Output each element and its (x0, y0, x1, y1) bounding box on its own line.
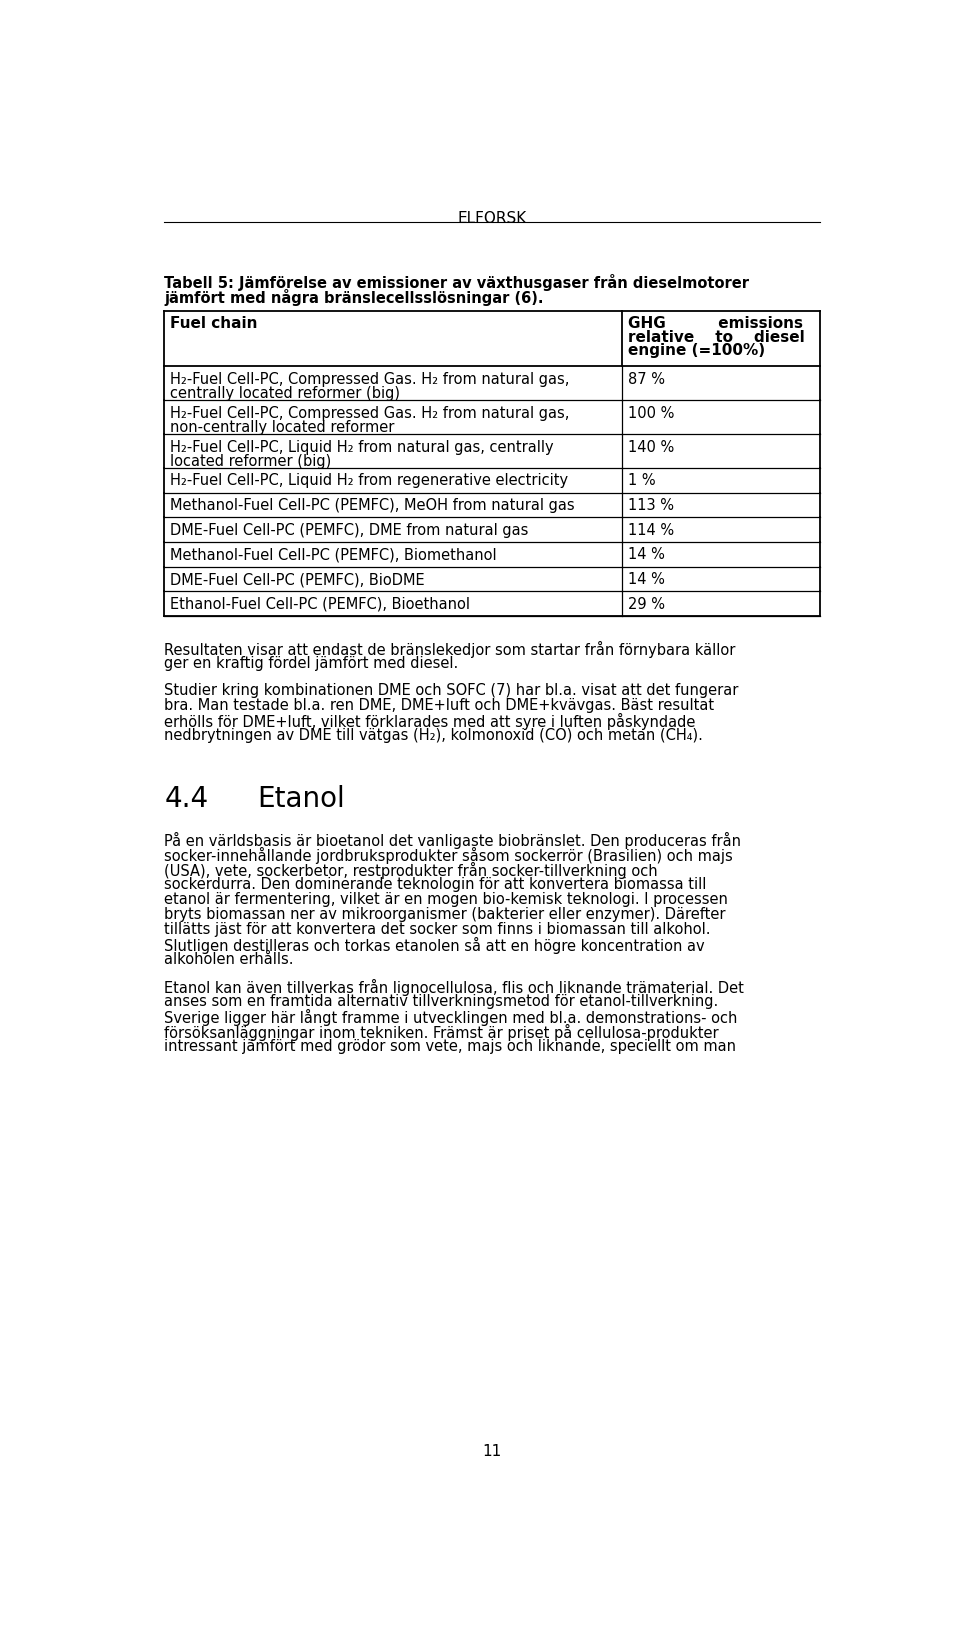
Text: 113 %: 113 % (629, 498, 675, 512)
Text: Slutligen destilleras och torkas etanolen så att en högre koncentration av: Slutligen destilleras och torkas etanole… (164, 936, 705, 954)
Text: Methanol-Fuel Cell-PC (PEMFC), Biomethanol: Methanol-Fuel Cell-PC (PEMFC), Biomethan… (170, 547, 497, 563)
Text: etanol är fermentering, vilket är en mogen bio-kemisk teknologi. I processen: etanol är fermentering, vilket är en mog… (164, 892, 728, 906)
Text: (USA), vete, sockerbetor, restprodukter från socker-tillverkning och: (USA), vete, sockerbetor, restprodukter … (164, 862, 658, 878)
Text: H₂-Fuel Cell-PC, Compressed Gas. H₂ from natural gas,: H₂-Fuel Cell-PC, Compressed Gas. H₂ from… (170, 406, 569, 420)
Text: socker-innehållande jordbruksprodukter såsom sockerrör (Brasilien) och majs: socker-innehållande jordbruksprodukter s… (164, 847, 732, 864)
Text: anses som en framtida alternativ tillverkningsmetod för etanol-tillverkning.: anses som en framtida alternativ tillver… (164, 993, 718, 1008)
Text: H₂-Fuel Cell-PC, Liquid H₂ from natural gas, centrally: H₂-Fuel Cell-PC, Liquid H₂ from natural … (170, 440, 554, 455)
Text: försöksanläggningar inom tekniken. Främst är priset på cellulosa-produkter: försöksanläggningar inom tekniken. Främs… (164, 1025, 719, 1041)
Text: nedbrytningen av DME till vätgas (H₂), kolmonoxid (CO) och metan (CH₄).: nedbrytningen av DME till vätgas (H₂), k… (164, 727, 703, 742)
Text: centrally located reformer (big): centrally located reformer (big) (170, 386, 400, 401)
Text: Fuel chain: Fuel chain (170, 317, 258, 332)
Text: DME-Fuel Cell-PC (PEMFC), BioDME: DME-Fuel Cell-PC (PEMFC), BioDME (170, 571, 425, 588)
Text: jämfört med några bränslecellsslösningar (6).: jämfört med några bränslecellsslösningar… (164, 289, 543, 305)
Text: Sverige ligger här långt framme i utvecklingen med bl.a. demonstrations- och: Sverige ligger här långt framme i utveck… (164, 1008, 737, 1026)
Text: 14 %: 14 % (629, 547, 665, 563)
Text: located reformer (big): located reformer (big) (170, 453, 331, 470)
Text: 114 %: 114 % (629, 522, 675, 537)
Text: 87 %: 87 % (629, 371, 665, 388)
Text: tillätts jäst för att konvertera det socker som finns i biomassan till alkohol.: tillätts jäst för att konvertera det soc… (164, 921, 710, 936)
Text: engine (=100%): engine (=100%) (629, 343, 765, 358)
Text: Tabell 5: Jämförelse av emissioner av växthusgaser från dieselmotorer: Tabell 5: Jämförelse av emissioner av vä… (164, 274, 749, 291)
Text: intressant jämfört med grödor som vete, majs och liknande, speciellt om man: intressant jämfört med grödor som vete, … (164, 1039, 736, 1054)
Text: 11: 11 (482, 1445, 502, 1460)
Text: Etanol: Etanol (257, 785, 345, 813)
Text: Methanol-Fuel Cell-PC (PEMFC), MeOH from natural gas: Methanol-Fuel Cell-PC (PEMFC), MeOH from… (170, 498, 575, 512)
Text: 1 %: 1 % (629, 473, 656, 488)
Text: Ethanol-Fuel Cell-PC (PEMFC), Bioethanol: Ethanol-Fuel Cell-PC (PEMFC), Bioethanol (170, 596, 470, 612)
Text: H₂-Fuel Cell-PC, Compressed Gas. H₂ from natural gas,: H₂-Fuel Cell-PC, Compressed Gas. H₂ from… (170, 371, 569, 388)
Text: 14 %: 14 % (629, 571, 665, 588)
Text: 4.4: 4.4 (164, 785, 208, 813)
Text: H₂-Fuel Cell-PC, Liquid H₂ from regenerative electricity: H₂-Fuel Cell-PC, Liquid H₂ from regenera… (170, 473, 568, 488)
Text: 140 %: 140 % (629, 440, 675, 455)
Text: alkoholen erhålls.: alkoholen erhålls. (164, 952, 294, 967)
Text: ger en kraftig fördel jämfört med diesel.: ger en kraftig fördel jämfört med diesel… (164, 655, 459, 670)
Text: sockerdurra. Den dominerande teknologin för att konvertera biomassa till: sockerdurra. Den dominerande teknologin … (164, 877, 707, 892)
Text: bryts biomassan ner av mikroorganismer (bakterier eller enzymer). Därefter: bryts biomassan ner av mikroorganismer (… (164, 906, 726, 921)
Text: Studier kring kombinationen DME och SOFC (7) har bl.a. visat att det fungerar: Studier kring kombinationen DME och SOFC… (164, 683, 738, 698)
Text: 29 %: 29 % (629, 596, 665, 612)
Text: På en världsbasis är bioetanol det vanligaste biobränslet. Den produceras från: På en världsbasis är bioetanol det vanli… (164, 831, 741, 849)
Text: DME-Fuel Cell-PC (PEMFC), DME from natural gas: DME-Fuel Cell-PC (PEMFC), DME from natur… (170, 522, 529, 537)
Text: relative    to    diesel: relative to diesel (629, 330, 805, 345)
Text: non-centrally located reformer: non-centrally located reformer (170, 420, 395, 435)
Text: ELFORSK: ELFORSK (457, 210, 527, 227)
Text: GHG          emissions: GHG emissions (629, 317, 804, 332)
Text: Etanol kan även tillverkas från lignocellulosa, flis och liknande trämaterial. D: Etanol kan även tillverkas från lignocel… (164, 979, 744, 997)
Text: bra. Man testade bl.a. ren DME, DME+luft och DME+kvävgas. Bäst resultat: bra. Man testade bl.a. ren DME, DME+luft… (164, 698, 714, 713)
Text: 100 %: 100 % (629, 406, 675, 420)
Text: Resultaten visar att endast de bränslekedjor som startar från förnybara källor: Resultaten visar att endast de bränsleke… (164, 640, 735, 657)
Text: erhölls för DME+luft, vilket förklarades med att syre i luften påskyndade: erhölls för DME+luft, vilket förklarades… (164, 713, 696, 731)
